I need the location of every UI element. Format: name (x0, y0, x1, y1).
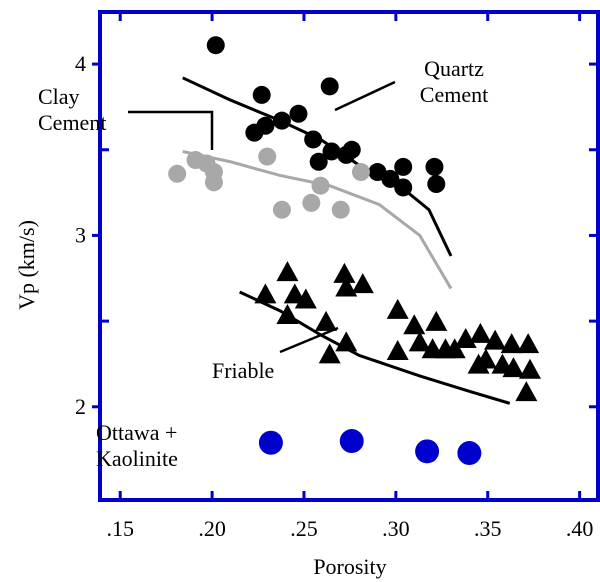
point (309, 152, 328, 171)
point (304, 130, 323, 149)
trend-line (182, 150, 453, 290)
y-tick-label: 4 (75, 51, 86, 76)
point (315, 310, 338, 331)
trend-line (239, 290, 511, 405)
point (322, 142, 341, 161)
leader-line (334, 80, 396, 112)
point (403, 314, 426, 335)
point (258, 147, 277, 166)
point (517, 333, 540, 354)
point (256, 116, 275, 135)
point (454, 327, 477, 348)
point (272, 111, 291, 130)
x-tick-label: .25 (290, 516, 318, 541)
point (339, 429, 364, 454)
point (500, 333, 523, 354)
point (206, 36, 225, 55)
point (484, 329, 507, 350)
point (386, 298, 409, 319)
point (335, 276, 358, 297)
series-label: Ottawa + Kaolinite (96, 420, 178, 471)
point (394, 157, 413, 176)
leader-line (279, 326, 339, 354)
point (252, 85, 271, 104)
point (289, 104, 308, 123)
point (254, 283, 277, 304)
leader-line (128, 110, 214, 150)
point (408, 331, 431, 352)
plot-frame (98, 10, 600, 502)
point (283, 283, 306, 304)
point (335, 331, 358, 352)
point (469, 322, 492, 343)
point (425, 157, 444, 176)
point (515, 381, 538, 402)
point (386, 339, 409, 360)
point (425, 310, 448, 331)
point (381, 169, 400, 188)
point (311, 176, 330, 195)
y-tick-label: 3 (75, 222, 86, 247)
point (320, 77, 339, 96)
point (351, 163, 370, 182)
point (333, 262, 356, 283)
point (519, 358, 542, 379)
point (351, 273, 374, 294)
point (502, 357, 525, 378)
y-axis-label: Vp (km/s) (14, 220, 39, 310)
series-label: Friable (212, 358, 275, 383)
x-tick-label: .15 (106, 516, 134, 541)
x-tick-label: .30 (382, 516, 410, 541)
point (258, 430, 283, 455)
x-axis-label: Porosity (313, 554, 386, 579)
point (272, 200, 291, 219)
point (204, 173, 223, 192)
point (294, 288, 317, 309)
series-label: Quartz Cement (419, 56, 489, 107)
point (474, 348, 497, 369)
x-tick-label: .20 (198, 516, 226, 541)
point (331, 200, 350, 219)
point (276, 303, 299, 324)
point (427, 175, 446, 194)
point (276, 261, 299, 282)
series-label: Clay Cement (38, 84, 107, 135)
x-tick-label: .40 (566, 516, 594, 541)
point (168, 164, 187, 183)
x-tick-label: .35 (474, 516, 502, 541)
point (457, 441, 482, 466)
point (415, 439, 440, 464)
point (394, 178, 413, 197)
point (342, 140, 361, 159)
point (302, 193, 321, 212)
y-tick-label: 2 (75, 394, 86, 419)
point (443, 338, 466, 359)
point (318, 343, 341, 364)
